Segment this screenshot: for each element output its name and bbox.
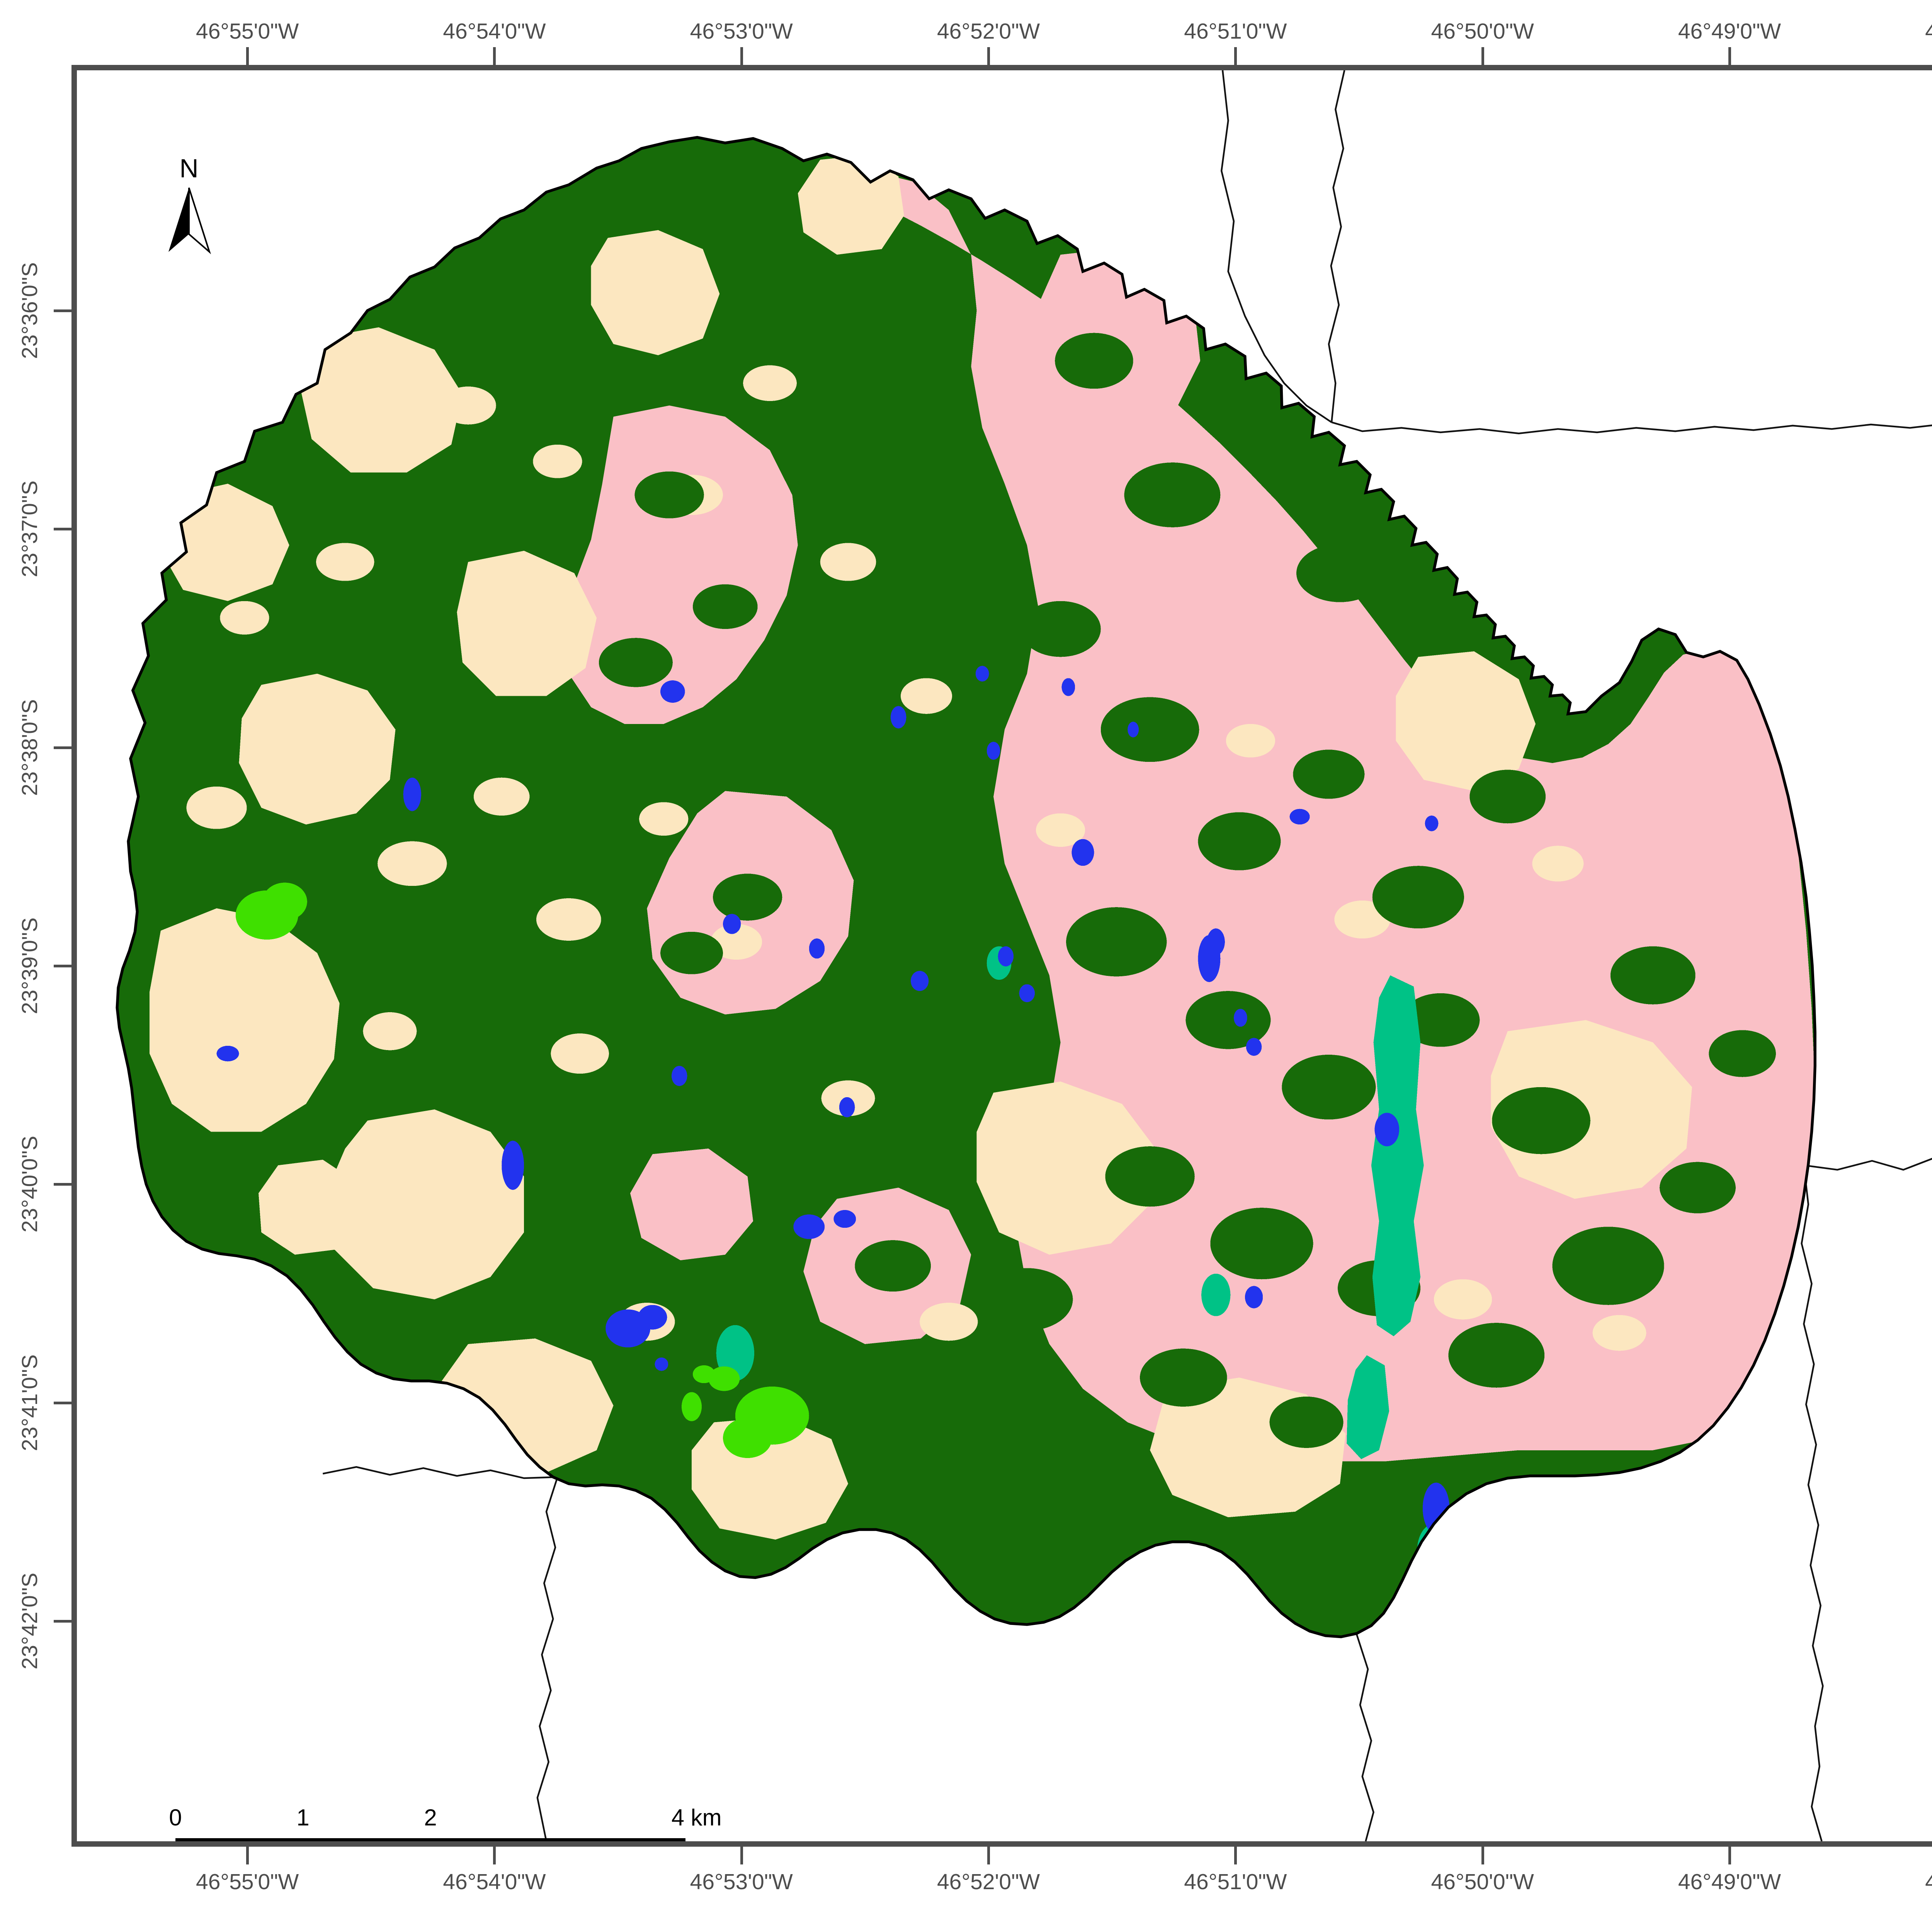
- graticule-tick-bottom: [1481, 1847, 1484, 1864]
- graticule-tick-bottom: [740, 1847, 743, 1864]
- graticule-tick-top: [740, 47, 743, 65]
- graticule-tick-left: [54, 1401, 71, 1404]
- class-area-silvicultura: [235, 882, 809, 1458]
- lon-label-top: 46°55'0"W: [196, 19, 299, 44]
- scale-bar: 0 1 2 4 km: [169, 1804, 722, 1847]
- lon-label-bottom: 46°55'0"W: [196, 1869, 299, 1894]
- graticule-tick-left: [54, 965, 71, 968]
- lon-label-bottom: 46°48'0"W: [1925, 1869, 1932, 1894]
- scale-bar-segment-white: [303, 1841, 430, 1847]
- scale-tick-2: 2: [424, 1805, 437, 1830]
- lat-label-left: 23°42'0"S: [17, 1573, 42, 1670]
- graticule-tick-top: [1728, 47, 1731, 65]
- scale-tick-4km: 4 km: [671, 1805, 722, 1830]
- neighbour-boundaries: [322, 70, 1932, 1841]
- north-arrow-label: N: [179, 154, 199, 183]
- graticule-tick-bottom: [246, 1847, 249, 1864]
- lon-label-top: 46°48'0"W: [1925, 19, 1932, 44]
- lon-label-top: 46°52'0"W: [937, 19, 1040, 44]
- lon-label-top: 46°51'0"W: [1184, 19, 1287, 44]
- graticule-tick-top: [246, 47, 249, 65]
- graticule-tick-top: [1234, 47, 1237, 65]
- scale-tick-0: 0: [169, 1805, 182, 1830]
- lon-label-top: 46°54'0"W: [443, 19, 546, 44]
- graticule-tick-left: [54, 746, 71, 749]
- class-area-area-antropizada: [150, 155, 1692, 1540]
- graticule-tick-left: [54, 1620, 71, 1623]
- lon-label-bottom: 46°49'0"W: [1678, 1869, 1781, 1894]
- lat-label-left: 23°37'0"S: [17, 480, 42, 578]
- graticule-tick-left: [54, 309, 71, 312]
- graticule-tick-top: [987, 47, 990, 65]
- lon-label-bottom: 46°53'0"W: [690, 1869, 793, 1894]
- lon-label-bottom: 46°50'0"W: [1431, 1869, 1534, 1894]
- lat-label-left: 23°41'0"S: [17, 1354, 42, 1451]
- lon-label-top: 46°49'0"W: [1678, 19, 1781, 44]
- graticule-tick-top: [1481, 47, 1484, 65]
- land-use-classes: [117, 137, 1815, 1637]
- municipality-outline: [116, 136, 1816, 1638]
- graticule-tick-top: [493, 47, 496, 65]
- graticule-tick-left: [54, 528, 71, 531]
- lon-label-top: 46°50'0"W: [1431, 19, 1534, 44]
- class-area-agua: [216, 666, 1450, 1534]
- lat-label-left: 23°38'0"S: [17, 699, 42, 796]
- graticule-tick-bottom: [987, 1847, 990, 1864]
- lon-label-top: 46°53'0"W: [690, 19, 793, 44]
- scale-bar-graphic: [175, 1838, 685, 1847]
- lat-label-left: 23°36'0"S: [17, 262, 42, 359]
- main-map-frame[interactable]: N 0 1 2 4 km: [71, 65, 1932, 1847]
- class-speckles-antropizada: [186, 365, 1646, 1351]
- scale-bar-numbers: 0 1 2 4 km: [169, 1804, 721, 1830]
- lon-label-bottom: 46°51'0"W: [1184, 1869, 1287, 1894]
- graticule-tick-bottom: [1728, 1847, 1731, 1864]
- graticule-tick-bottom: [1234, 1847, 1237, 1864]
- scale-tick-1: 1: [296, 1805, 310, 1830]
- lat-label-left: 23°40'0"S: [17, 1136, 42, 1233]
- land-use-map[interactable]: [77, 70, 1932, 1841]
- north-arrow-icon: N: [160, 155, 218, 256]
- lon-label-bottom: 46°52'0"W: [937, 1869, 1040, 1894]
- lon-label-bottom: 46°54'0"W: [443, 1869, 546, 1894]
- class-speckles-florestal: [599, 333, 1776, 1492]
- graticule-tick-left: [54, 1183, 71, 1186]
- lat-label-left: 23°39'0"S: [17, 917, 42, 1015]
- graticule-tick-bottom: [493, 1847, 496, 1864]
